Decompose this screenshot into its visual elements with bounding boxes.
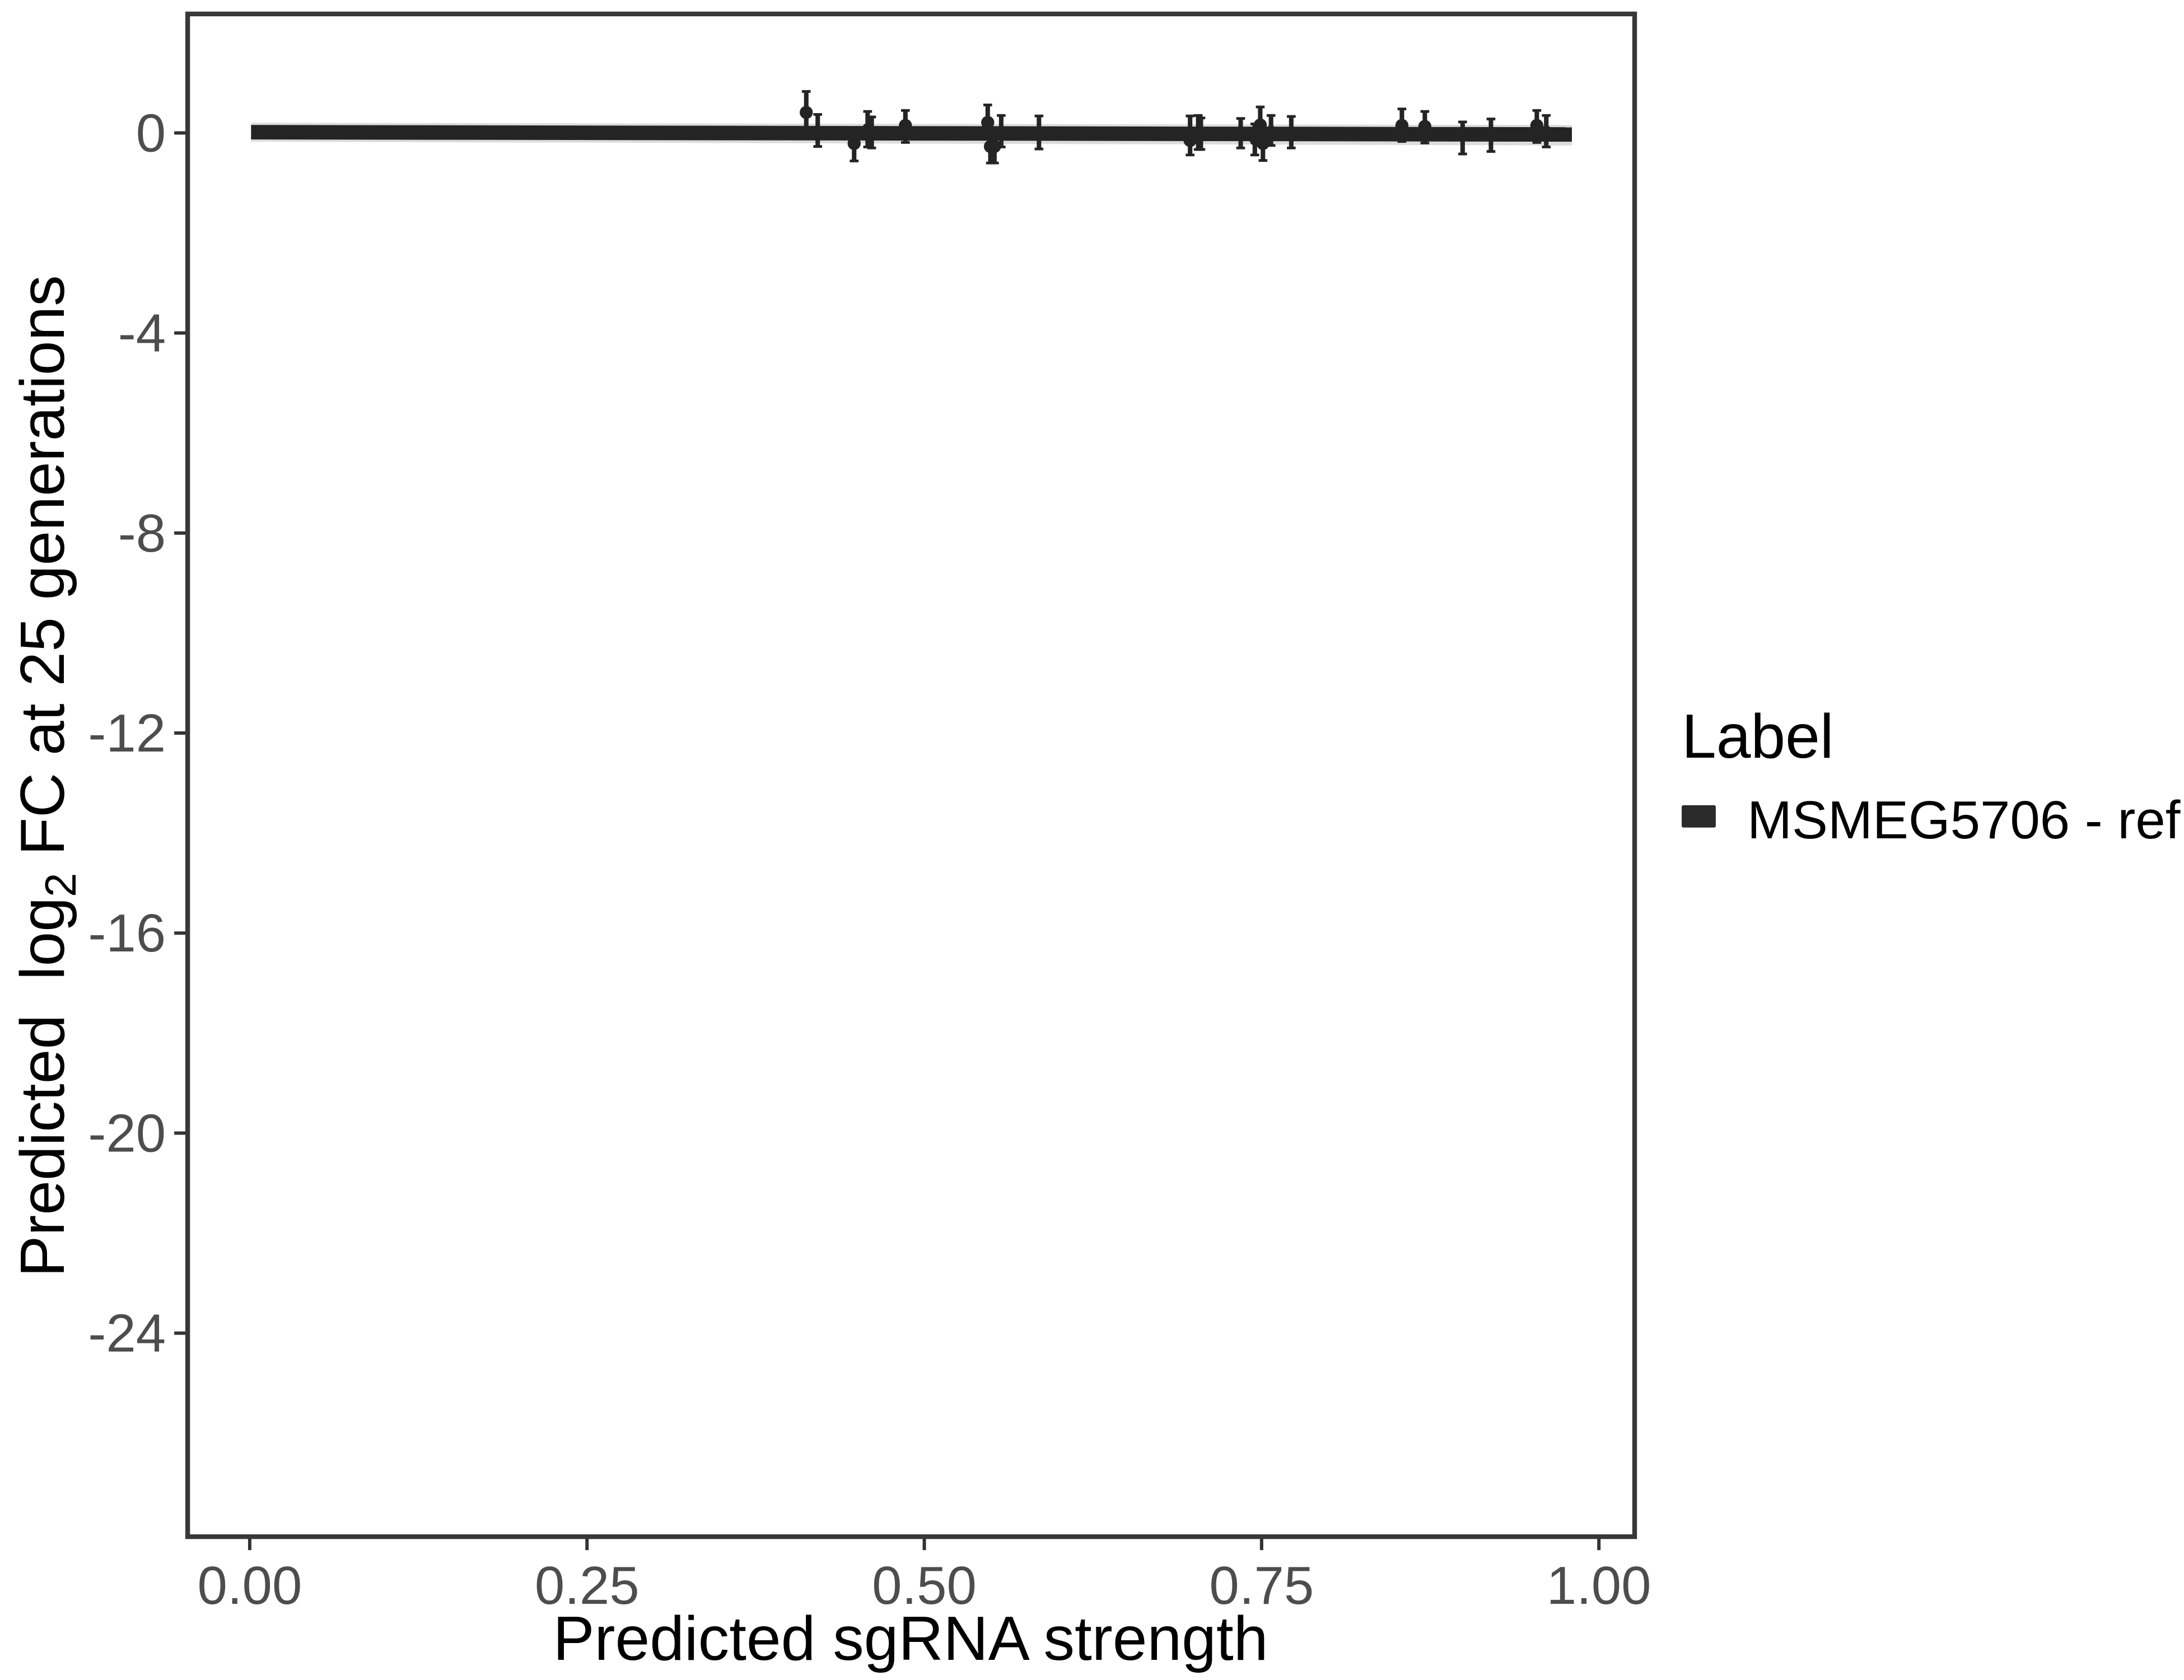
- x-tick-label: 0.00: [198, 1556, 302, 1616]
- data-point: [1196, 130, 1206, 141]
- pointrange: [1266, 114, 1276, 147]
- pointrange: [866, 115, 877, 150]
- data-point: [1235, 128, 1246, 138]
- pointrange: [1196, 116, 1206, 151]
- data-point: [1541, 125, 1552, 136]
- pointrange: [899, 109, 912, 144]
- x-tick-label: 0.50: [872, 1556, 977, 1616]
- data-point: [1183, 134, 1197, 147]
- pointrange: [1235, 117, 1246, 150]
- legend: Label MSMEG5706 - ref: [1682, 702, 2181, 850]
- y-tick-label: -20: [88, 1103, 166, 1163]
- pointrange: [813, 113, 823, 148]
- pointrange: [1486, 118, 1496, 153]
- legend-entry-label: MSMEG5706 - ref: [1747, 790, 2181, 850]
- pointrange: [1256, 129, 1270, 162]
- pointrange: [996, 114, 1006, 148]
- data-point: [1457, 132, 1468, 142]
- pointrange: [1541, 114, 1552, 148]
- data-point: [1486, 129, 1496, 140]
- pointrange: [1395, 108, 1409, 143]
- data-point: [1286, 128, 1296, 138]
- data-point: [1034, 128, 1044, 138]
- data-point: [1253, 118, 1267, 132]
- data-point: [813, 125, 823, 136]
- y-tick-label: -16: [88, 903, 166, 963]
- data-point: [899, 119, 912, 132]
- axis-ticks-layer: 0.00 0.25 0.50 0.75 1.00 0 -4 -8 -12 -16 -20 -24: [88, 103, 1651, 1616]
- pointrange: [847, 127, 861, 162]
- y-axis-title: Predicted log2 FC at 25 generations: [8, 275, 85, 1277]
- regression-line: [251, 125, 1572, 142]
- pointrange: [1286, 115, 1296, 150]
- pointrange: [800, 90, 813, 137]
- data-point: [996, 127, 1006, 137]
- pointrange: [1418, 110, 1432, 144]
- data-point: [1266, 125, 1276, 136]
- data-point: [1530, 119, 1544, 132]
- data-point: [981, 115, 995, 129]
- pointrange: [1183, 114, 1197, 157]
- data-point: [1418, 120, 1432, 133]
- legend-title: Label: [1682, 702, 1834, 771]
- data-point: [1256, 137, 1270, 150]
- y-tick-label: -12: [88, 703, 166, 763]
- pointrange: [1530, 109, 1544, 144]
- legend-key-swatch: [1681, 805, 1716, 828]
- data-point: [988, 139, 1001, 153]
- y-tick-label: -24: [88, 1304, 166, 1364]
- data-point: [866, 127, 877, 137]
- smooth-line: [251, 125, 1572, 142]
- plot-panel: [188, 13, 1635, 1537]
- data-point: [1395, 119, 1409, 132]
- x-tick-label: 0.25: [535, 1556, 640, 1616]
- pointrange-layer: [800, 90, 1552, 165]
- data-point: [800, 106, 813, 119]
- x-tick-label: 1.00: [1547, 1556, 1651, 1616]
- x-tick-label: 0.75: [1209, 1556, 1314, 1616]
- panel-border: [185, 11, 1637, 1539]
- data-point: [847, 137, 861, 150]
- y-tick-label: -8: [118, 503, 166, 563]
- pointrange: [1457, 120, 1468, 156]
- x-axis-title: Predicted sgRNA strength: [553, 1604, 1268, 1673]
- pointrange: [1034, 114, 1044, 151]
- y-tick-label: -4: [118, 304, 166, 363]
- y-tick-label: 0: [136, 103, 166, 163]
